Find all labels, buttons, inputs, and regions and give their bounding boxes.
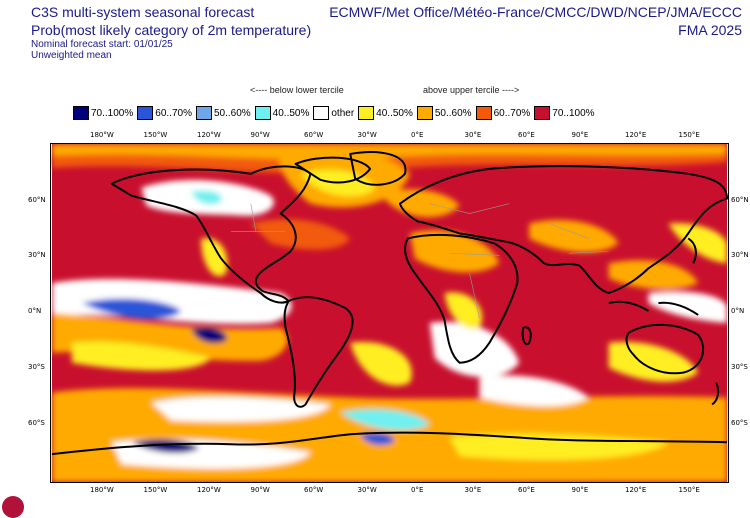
legend-item: other	[313, 105, 358, 121]
legend-label: 40..50%	[272, 107, 310, 119]
below-tercile-note: <---- below lower tercile	[250, 85, 344, 95]
legend-label: other	[331, 107, 355, 119]
lon-tick-label: 30°E	[464, 131, 482, 139]
lon-tick-label: 120°W	[197, 486, 221, 494]
legend-swatch	[137, 106, 154, 120]
title-block: C3S multi-system seasonal forecast Prob(…	[31, 4, 311, 61]
lon-tick-label: 90°W	[250, 131, 270, 139]
lat-tick-label: 30°N	[28, 251, 46, 259]
lon-tick-label: 120°E	[625, 486, 647, 494]
lat-tick-label: 30°N	[731, 251, 749, 259]
legend-item: 60..70%	[475, 105, 535, 121]
lon-tick-label: 90°W	[250, 486, 270, 494]
weighting-note: Unweighted mean	[31, 50, 112, 61]
forecast-start: Nominal forecast start: 01/01/25	[31, 39, 173, 50]
lon-tick-label: 60°W	[304, 486, 324, 494]
lon-tick-label: 60°E	[518, 486, 535, 494]
lon-tick-label: 30°W	[357, 486, 377, 494]
lon-tick-label: 120°E	[625, 131, 647, 139]
lon-tick-label: 120°W	[197, 131, 221, 139]
lat-tick-label: 0°N	[28, 307, 42, 315]
country-borders	[230, 203, 609, 319]
above-tercile-note: above upper tercile ---->	[423, 85, 520, 95]
lat-tick-label: 0°N	[731, 307, 745, 315]
legend-swatch	[195, 106, 212, 120]
lat-tick-label: 60°N	[731, 196, 749, 204]
lon-tick-label: 30°E	[464, 486, 482, 494]
source-block: ECMWF/Met Office/Météo-France/CMCC/DWD/N…	[329, 4, 742, 39]
legend-swatch	[358, 106, 375, 120]
lat-tick-label: 60°S	[28, 419, 45, 427]
legend-item: 40..50%	[358, 105, 417, 121]
legend-label: 70..100%	[552, 107, 595, 119]
legend-swatch	[416, 106, 433, 120]
legend-swatch	[475, 106, 492, 120]
coastlines	[51, 151, 728, 456]
lat-tick-label: 30°S	[731, 363, 748, 371]
lon-tick-label: 150°E	[678, 486, 700, 494]
source-centres: ECMWF/Met Office/Météo-France/CMCC/DWD/N…	[329, 4, 742, 20]
legend-item: 50..60%	[195, 105, 255, 121]
lon-tick-label: 90°E	[571, 131, 589, 139]
legend-swatch	[534, 106, 551, 120]
lat-tick-label: 30°S	[28, 363, 45, 371]
lon-tick-label: 180°W	[90, 131, 114, 139]
legend-item: 60..70%	[137, 105, 196, 121]
legend-item: 40..50%	[254, 105, 314, 121]
lon-tick-label: 90°E	[571, 486, 589, 494]
probability-field	[51, 144, 728, 482]
legend-item: 70..100%	[534, 105, 598, 121]
legend-swatch	[254, 106, 271, 120]
lat-tick-label: 60°N	[28, 196, 46, 204]
legend-label: 60..70%	[493, 107, 531, 119]
lat-tick-label: 60°S	[731, 419, 748, 427]
lon-tick-label: 180°W	[90, 486, 114, 494]
legend-swatch	[313, 106, 330, 120]
map-canvas	[51, 144, 728, 482]
lon-tick-label: 60°E	[518, 131, 535, 139]
legend-label: 70..100%	[91, 107, 134, 119]
lon-tick-label: 0°E	[411, 131, 424, 139]
lon-tick-label: 150°W	[143, 486, 168, 494]
legend-item: 50..60%	[416, 105, 476, 121]
season-label: FMA 2025	[678, 22, 742, 38]
lon-tick-label: 60°W	[304, 131, 324, 139]
lon-tick-label: 150°W	[143, 131, 168, 139]
lon-tick-label: 30°W	[357, 131, 377, 139]
product-title: Prob(most likely category of 2m temperat…	[31, 22, 312, 38]
lon-tick-label: 0°E	[411, 486, 424, 494]
legend-item: 70..100%	[73, 105, 137, 121]
lon-tick-label: 150°E	[678, 131, 700, 139]
system-title: C3S multi-system seasonal forecast	[31, 4, 255, 20]
legend-label: 50..60%	[213, 107, 251, 119]
legend-label: 60..70%	[155, 107, 192, 119]
forecast-map	[50, 143, 729, 483]
legend-label: 40..50%	[376, 107, 413, 119]
legend-label: 50..60%	[434, 107, 472, 119]
c3s-logo	[2, 496, 24, 518]
legend-swatch	[73, 106, 89, 120]
color-legend: 70..100% 60..70% 50..60% 40..50% other 40..50…	[73, 105, 599, 121]
